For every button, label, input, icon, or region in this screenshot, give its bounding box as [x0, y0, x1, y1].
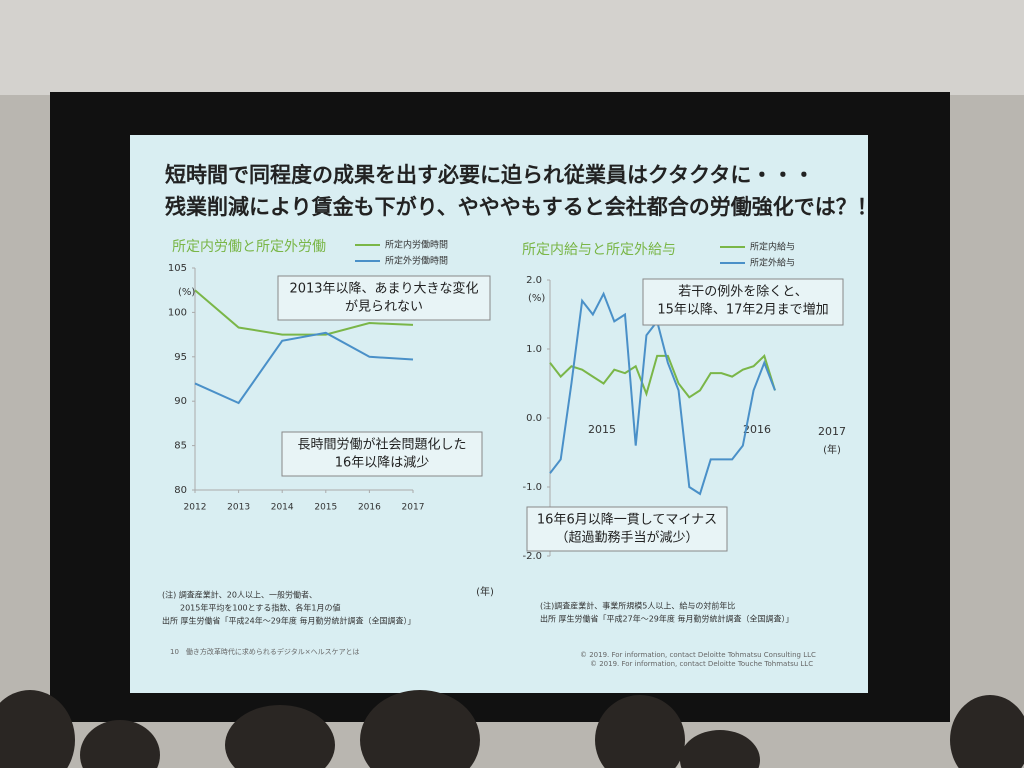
annotation-box: [277, 275, 491, 321]
slide-title: 短時間で同程度の成果を出す必要に迫られ従業員はクタクタに・・・: [165, 163, 814, 187]
annotation: 16年以降は減少: [335, 455, 430, 471]
series-line: [194, 331, 414, 405]
chart-title: 所定内労働と所定外労働: [172, 239, 326, 255]
y-tick-label: 95: [174, 352, 187, 363]
series-line: [549, 291, 776, 496]
ceiling: [0, 0, 1024, 95]
annotation-box: [281, 431, 483, 477]
note: 出所 厚生労働省「平成27年～29年度 毎月勤労統計調査（全国調査）」: [540, 614, 793, 624]
audience: [0, 690, 1024, 768]
y-unit: (%): [528, 293, 545, 304]
y-unit: (%): [178, 287, 195, 298]
note: (注) 調査産業計、20人以上、一般労働者、: [162, 590, 317, 600]
y-tick-label: 80: [174, 485, 187, 496]
annotation: 長時間労働が社会問題化した: [297, 437, 466, 453]
x-label: 2015: [588, 423, 616, 436]
x-label: 2017: [818, 425, 846, 438]
annotation: が見られない: [345, 300, 423, 315]
annotation-box: [526, 506, 728, 552]
legend-label: 所定内労働時間: [385, 239, 448, 251]
y-tick-label: 0.0: [526, 413, 542, 424]
legend-label: 所定内給与: [750, 241, 795, 253]
footer: © 2019. For information, contact Deloitt…: [580, 651, 816, 659]
slide-title: 残業削減により賃金も下がり、やややもすると会社都合の労働強化では？！: [165, 195, 878, 219]
series-line: [194, 289, 414, 336]
annotation: 15年以降、17年2月まで増加: [657, 303, 828, 318]
y-tick-label: 105: [168, 263, 187, 274]
annotation: 若干の例外を除くと、: [678, 284, 807, 300]
slide: [130, 135, 868, 693]
footer: © 2019. For information, contact Deloitt…: [590, 660, 813, 668]
note: (注)調査産業計、事業所規模5人以上、給与の対前年比: [540, 601, 735, 611]
y-tick-label: -2.0: [522, 551, 542, 562]
x-tick-label: 2015: [314, 503, 337, 513]
annotation: （超過勤務手当が減少）: [555, 530, 698, 546]
x-tick-label: 2012: [184, 503, 207, 513]
y-tick-label: 85: [174, 441, 187, 452]
x-unit: (年): [823, 443, 841, 456]
x-label: 2016: [743, 423, 771, 436]
legend-label: 所定外給与: [750, 257, 795, 269]
annotation-box: [642, 278, 844, 326]
annotation: 2013年以降、あまり大きな変化: [289, 281, 478, 297]
x-tick-label: 2016: [358, 503, 381, 513]
footer: 10 働き方改革時代に求められるデジタル×ヘルスケアとは: [170, 647, 360, 656]
x-tick-label: 2014: [271, 503, 294, 513]
x-tick-label: 2017: [402, 503, 425, 513]
note: 2015年平均を100とする指数、各年1月の値: [180, 603, 340, 613]
y-tick-label: 1.0: [526, 344, 542, 355]
chart-title: 所定内給与と所定外給与: [522, 242, 676, 258]
x-unit: (年): [476, 585, 494, 598]
x-tick-label: 2013: [227, 503, 250, 513]
y-tick-label: 90: [174, 396, 187, 407]
annotation: 16年6月以降一貫してマイナス: [537, 513, 717, 528]
y-tick-label: 2.0: [526, 275, 542, 286]
y-tick-label: -1.0: [522, 482, 542, 493]
note: 出所 厚生労働省「平成24年～29年度 毎月勤労統計調査（全国調査）」: [162, 616, 415, 626]
series-line: [549, 354, 776, 399]
legend-label: 所定外労働時間: [385, 255, 448, 267]
y-tick-label: 100: [168, 307, 187, 318]
